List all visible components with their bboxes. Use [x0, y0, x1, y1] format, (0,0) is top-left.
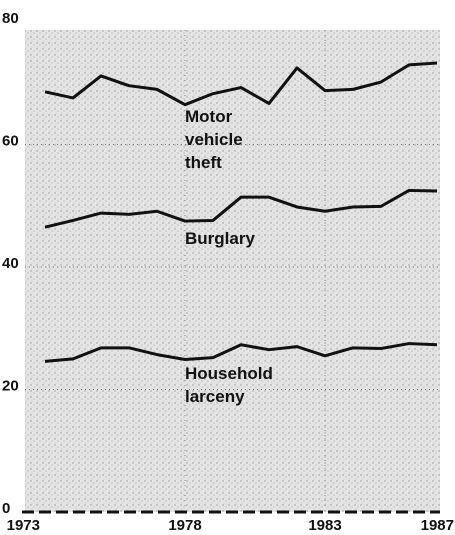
y-tick-label: 0 — [2, 500, 10, 517]
series-line — [44, 61, 438, 107]
x-tick-label: 1983 — [308, 517, 341, 534]
x-tick-label: 1978 — [168, 517, 201, 534]
y-tick-label: 60 — [2, 132, 19, 149]
series-label: Motor vehicle theft — [185, 107, 247, 172]
series-label: Burglary — [185, 229, 255, 248]
x-tick-label: 1987 — [421, 517, 454, 534]
label-line: vehicle — [185, 130, 247, 149]
label-line: larceny — [185, 387, 245, 406]
label-line: Household — [185, 364, 278, 383]
y-tick-label: 80 — [2, 10, 19, 27]
plot-background — [25, 30, 440, 512]
series-label: Household larceny — [185, 364, 278, 406]
x-tick-label: 1973 — [7, 517, 40, 534]
label-line: Burglary — [185, 229, 255, 248]
y-tick-label: 20 — [2, 377, 19, 394]
series-line — [44, 342, 438, 363]
label-line: Motor — [185, 107, 237, 126]
label-line: theft — [185, 153, 222, 172]
series-line — [44, 188, 438, 229]
y-tick-label: 40 — [2, 255, 19, 272]
